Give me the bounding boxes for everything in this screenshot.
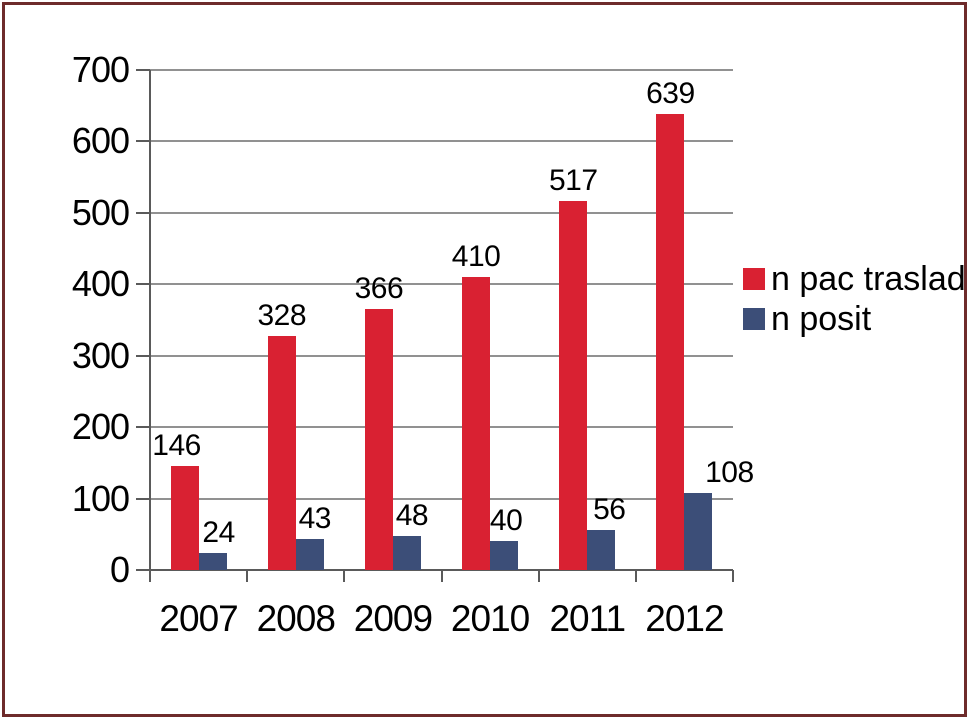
y-axis-tick bbox=[136, 497, 150, 500]
bar-value-label: 328 bbox=[257, 298, 307, 332]
x-axis-category-label-2012: 2012 bbox=[645, 598, 724, 639]
legend-label: n pac traslad bbox=[771, 259, 966, 298]
gridline bbox=[150, 283, 733, 286]
bar-value-label: 24 bbox=[202, 515, 235, 549]
bar-n-pac-traslad-2012 bbox=[656, 113, 685, 570]
bar-n-posit-2011 bbox=[587, 530, 616, 570]
y-axis-tick bbox=[136, 426, 150, 429]
bar-n-pac-traslad-2011 bbox=[559, 200, 588, 570]
legend-item-n-pac-traslad: n pac traslad bbox=[743, 259, 966, 298]
x-axis-tick bbox=[343, 570, 346, 582]
legend-swatch-n-posit bbox=[743, 307, 765, 330]
bar-n-pac-traslad-2010 bbox=[462, 277, 491, 570]
gridline bbox=[150, 140, 733, 143]
y-axis-tick bbox=[136, 354, 150, 357]
x-axis-tick bbox=[634, 570, 637, 582]
gridline bbox=[150, 354, 733, 357]
gridline bbox=[150, 426, 733, 429]
bar-n-pac-traslad-2008 bbox=[267, 335, 296, 570]
bar-value-label: 517 bbox=[548, 163, 598, 197]
x-axis-category-label-2008: 2008 bbox=[256, 598, 336, 639]
bar-n-posit-2012 bbox=[684, 492, 713, 570]
y-axis-tick bbox=[136, 211, 150, 214]
legend-swatch-n-pac-traslad bbox=[743, 267, 765, 290]
y-axis-tick-label: 600 bbox=[71, 120, 130, 162]
x-axis-tick bbox=[537, 570, 540, 582]
x-axis-tick bbox=[149, 570, 151, 582]
gridline bbox=[150, 211, 733, 214]
x-axis-category-label-2007: 2007 bbox=[159, 598, 238, 639]
y-axis-tick-label: 100 bbox=[71, 477, 130, 519]
gridline bbox=[150, 69, 733, 71]
bar-value-label: 43 bbox=[298, 502, 332, 536]
bar-n-posit-2009 bbox=[392, 535, 421, 570]
bar-value-label: 146 bbox=[152, 428, 201, 462]
legend-item-n-posit: n posit bbox=[743, 299, 966, 338]
bar-n-pac-traslad-2009 bbox=[364, 308, 393, 570]
bar-value-label: 410 bbox=[451, 240, 501, 274]
y-axis-tick-label: 400 bbox=[71, 263, 130, 305]
y-axis-tick-label: 700 bbox=[71, 49, 130, 90]
y-axis-tick-label: 500 bbox=[71, 191, 130, 233]
y-axis-tick-label: 0 bbox=[109, 549, 130, 590]
bar-chart-plot-area: 0 100 200 300 400 500 600 700 146 24 2007 328 43 2008… bbox=[30, 50, 773, 660]
gridline bbox=[150, 497, 733, 500]
y-axis-tick bbox=[136, 140, 150, 143]
y-axis-line bbox=[149, 70, 151, 582]
legend-label: n posit bbox=[771, 299, 872, 338]
bar-value-label: 108 bbox=[705, 455, 754, 489]
bar-n-pac-traslad-2007 bbox=[170, 465, 199, 570]
y-axis-tick bbox=[136, 283, 150, 286]
x-axis-tick bbox=[440, 570, 443, 582]
x-axis-category-label-2009: 2009 bbox=[353, 598, 433, 639]
bar-value-label: 40 bbox=[489, 504, 523, 538]
x-axis-tick bbox=[246, 570, 249, 582]
bar-value-label: 48 bbox=[395, 498, 429, 532]
x-axis-category-label-2011: 2011 bbox=[549, 598, 626, 639]
x-axis-tick bbox=[732, 570, 734, 582]
bar-value-label: 366 bbox=[354, 271, 404, 305]
bar-n-posit-2007 bbox=[198, 552, 227, 570]
legend: n pac traslad n posit bbox=[743, 259, 966, 343]
bar-n-posit-2008 bbox=[295, 539, 324, 570]
bar-n-posit-2010 bbox=[490, 541, 519, 570]
y-axis-tick bbox=[136, 569, 150, 571]
y-axis-tick bbox=[136, 69, 150, 71]
x-axis-category-label-2010: 2010 bbox=[450, 598, 530, 639]
bar-value-label: 56 bbox=[593, 493, 626, 526]
bar-value-label: 639 bbox=[646, 76, 695, 110]
y-axis-tick-label: 200 bbox=[71, 406, 130, 448]
y-axis-tick-label: 300 bbox=[71, 334, 130, 376]
